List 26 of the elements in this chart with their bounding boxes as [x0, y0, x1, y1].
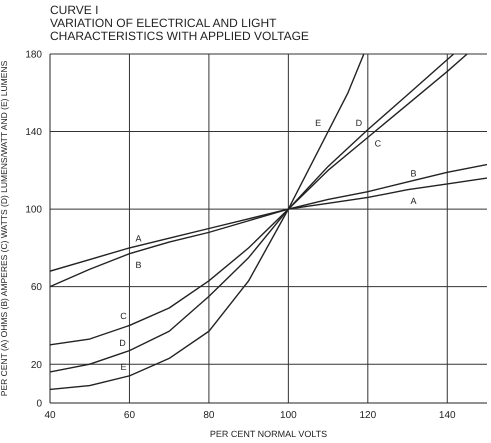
x-tick-label: 140 — [438, 410, 456, 422]
chart-subtitle: VARIATION OF ELECTRICAL AND LIGHT CHARACTERISTICS WITH APPLIED VOLTAGE — [50, 16, 310, 43]
x-tick-label: 120 — [359, 410, 377, 422]
text: E — [315, 118, 322, 128]
x-tick-label: 80 — [203, 410, 215, 422]
series-label: B — [410, 168, 417, 178]
series-label: A — [135, 233, 142, 244]
chart-title: CURVE I — [50, 3, 100, 17]
y-tick-label: 60 — [30, 282, 42, 294]
series-label: E — [120, 362, 126, 372]
x-axis-title: PER CENT NORMAL VOLTS — [210, 429, 328, 439]
text: D — [356, 118, 362, 128]
x-tick-label: 60 — [124, 410, 136, 422]
y-axis-title: PER CENT (A) OHMS (B) AMPERES (C) WATTS (D) LUMENS/WATT AND (E) LUMENS — [0, 60, 10, 396]
y-tick-label: 100 — [25, 204, 42, 216]
y-tick-label: 0 — [36, 398, 42, 410]
y-tick-label: 140 — [25, 127, 42, 138]
series-label: C — [120, 310, 128, 321]
y-tick-label: 180 — [25, 50, 42, 61]
x-tick-label: 100 — [280, 410, 298, 422]
x-tick-label: 40 — [44, 410, 56, 422]
series-label: D — [119, 338, 126, 348]
y-tick-label: 20 — [30, 360, 42, 371]
text: A — [410, 196, 417, 206]
text: C — [374, 138, 382, 149]
text: B — [135, 260, 142, 270]
